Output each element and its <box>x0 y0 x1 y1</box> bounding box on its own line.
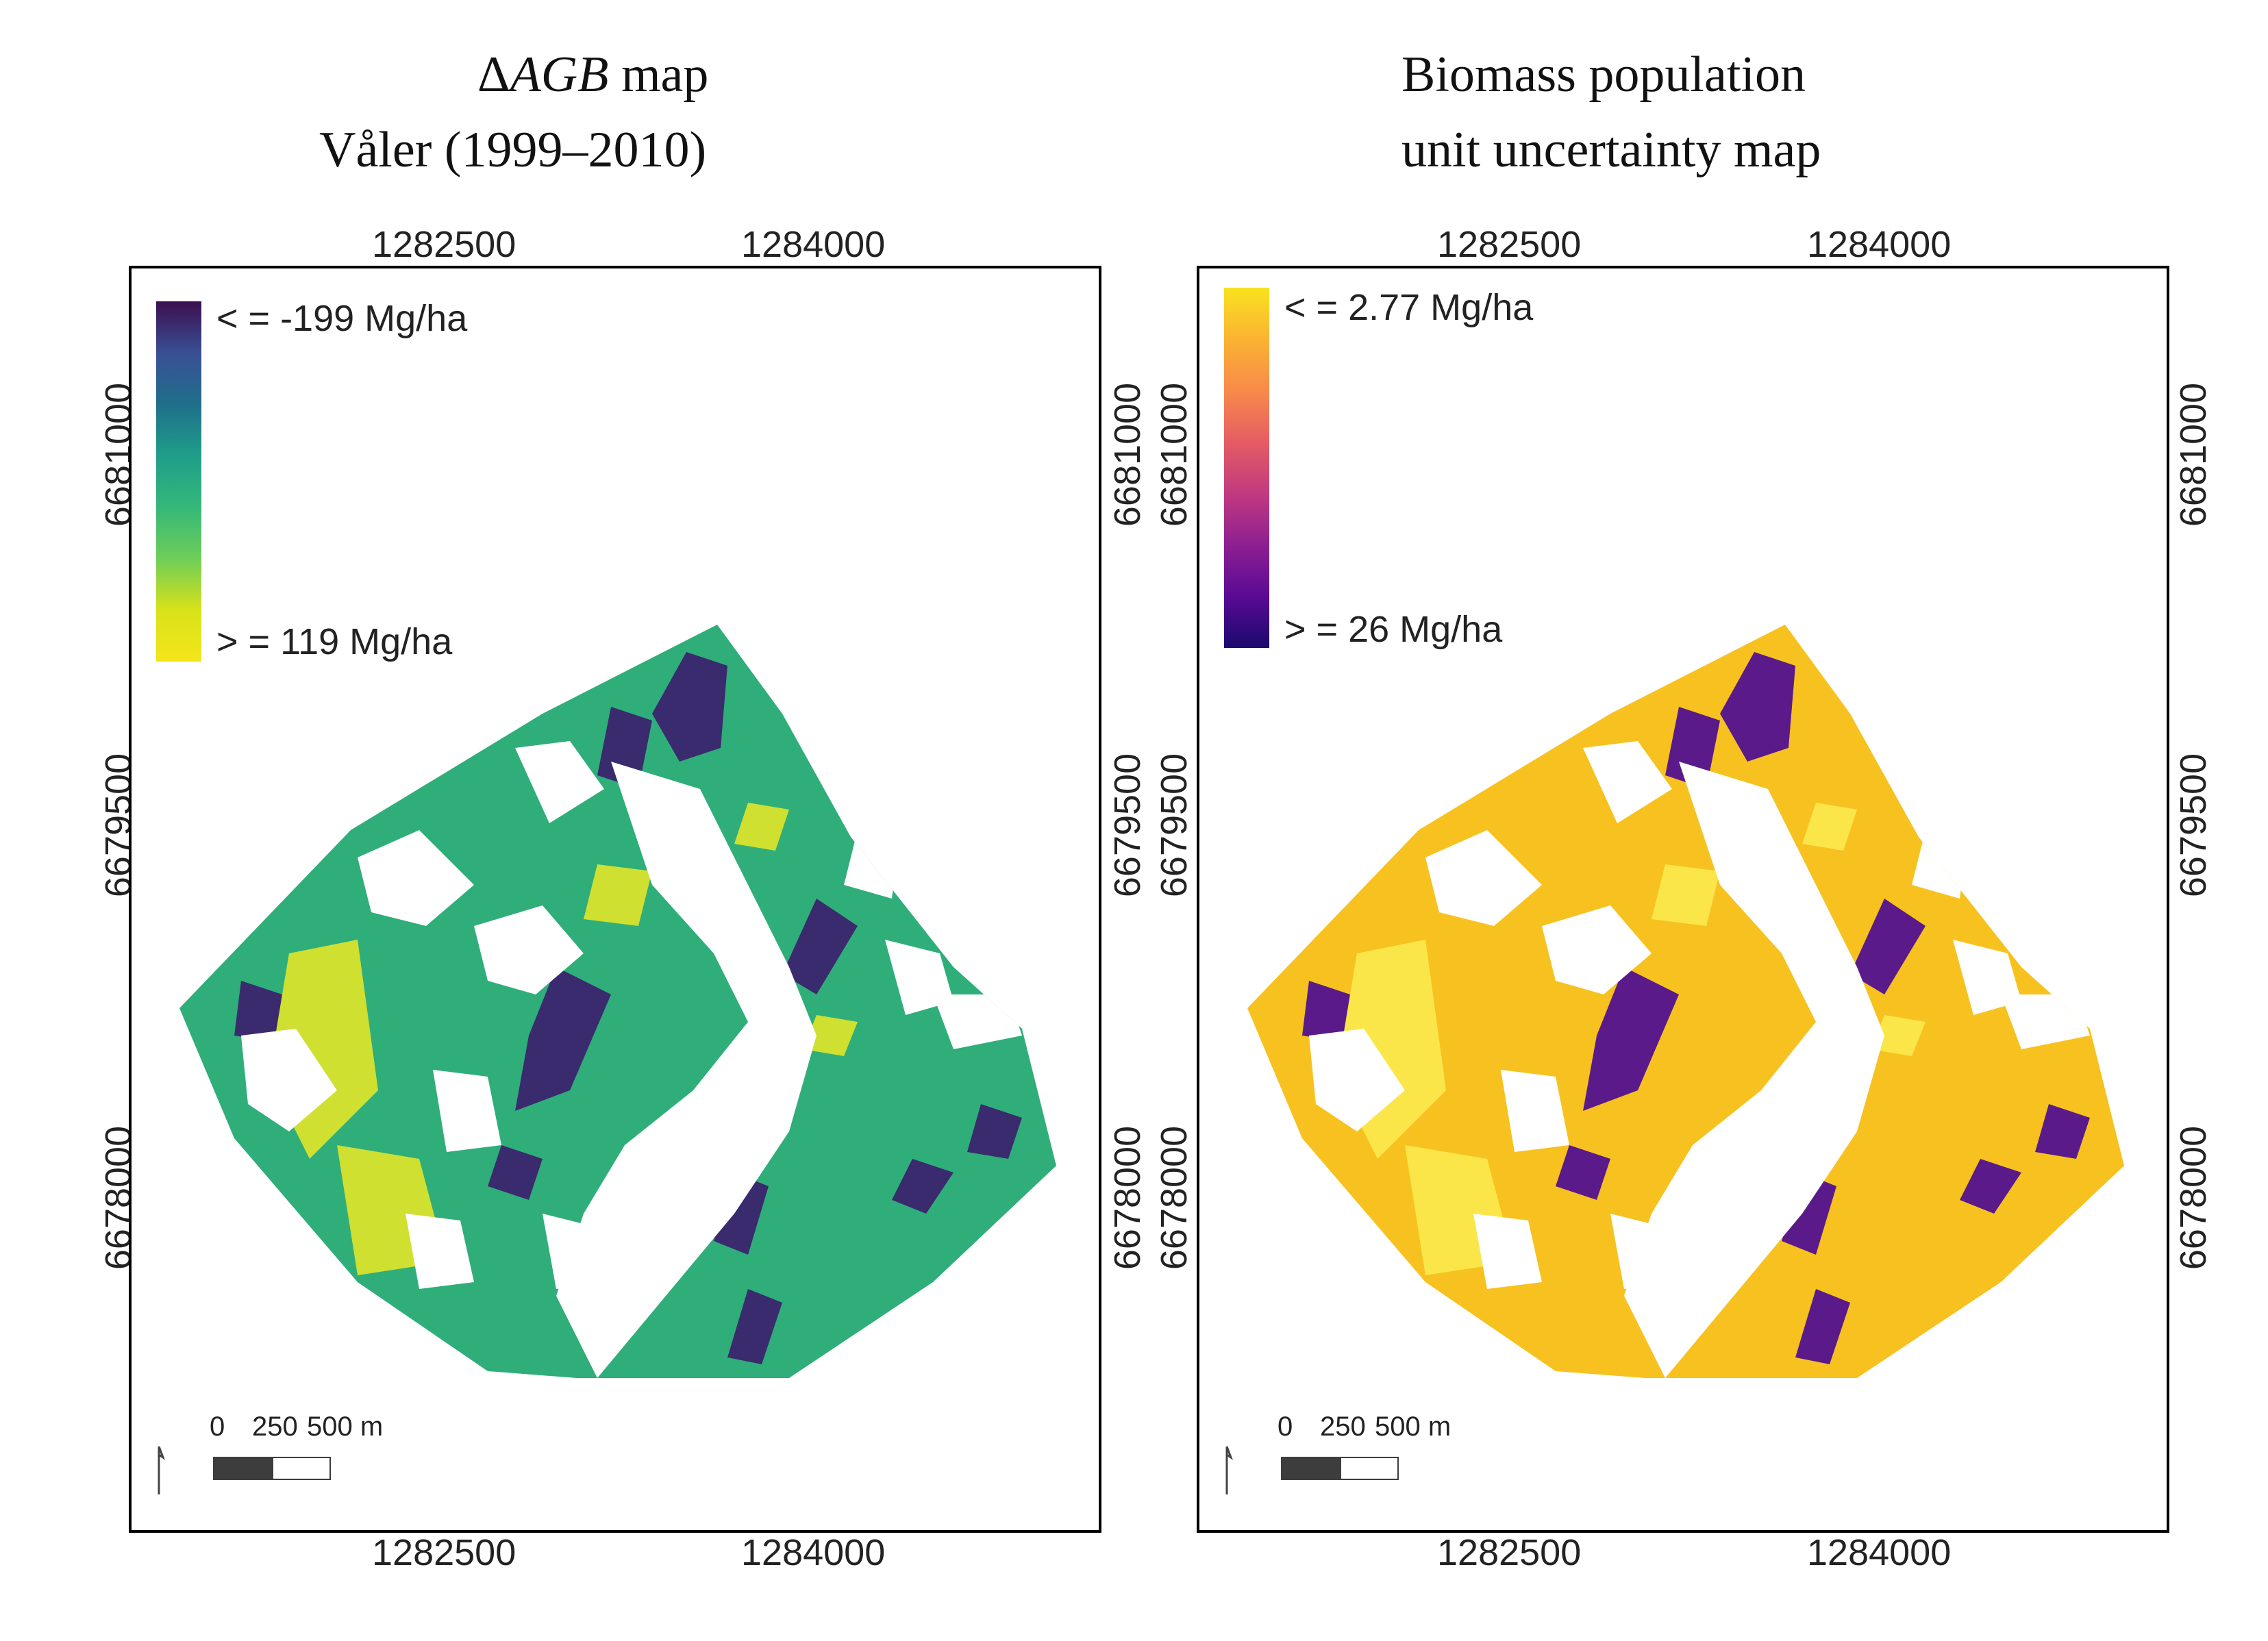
uncertainty-raster <box>1247 625 2124 1378</box>
left-bottom-xtick-1: 1282500 <box>372 1532 516 1573</box>
agb-raster <box>179 625 1056 1378</box>
uncertainty-map-panel: < = 2.77 Mg/ha > = 26 Mg/ha 0 250 500 m <box>1197 266 2169 1533</box>
scale-end: 500 m <box>1375 1412 1451 1442</box>
left-bottom-xtick-2: 1284000 <box>741 1532 886 1573</box>
right-ytick-1: 6681000 <box>2173 382 2214 527</box>
mid-right-ytick-1: 6681000 <box>1154 382 1195 527</box>
left-top-xtick-1: 1282500 <box>372 224 516 265</box>
agb-no-data-gaps <box>241 741 1022 1378</box>
agb-change-map[interactable] <box>132 268 1099 1530</box>
right-title-line1: Biomass population <box>1401 47 1806 103</box>
legend-bottom-label: > = 119 Mg/ha <box>216 621 453 662</box>
right-bottom-xtick-1: 1282500 <box>1437 1532 1582 1573</box>
right-title-line2: unit uncertainty map <box>1401 122 1821 178</box>
mid-left-ytick-2: 6679500 <box>1107 753 1148 898</box>
right-ytick-2: 6679500 <box>2173 753 2214 898</box>
scale-zero: 0 <box>210 1412 225 1442</box>
legend-bottom-label: > = 26 Mg/ha <box>1284 609 1503 650</box>
right-bottom-xtick-2: 1284000 <box>1807 1532 1952 1573</box>
legend-top-label: < = -199 Mg/ha <box>216 298 468 339</box>
uncertainty-no-data-gaps <box>1309 741 2090 1378</box>
mid-right-ytick-3: 6678000 <box>1154 1125 1195 1270</box>
high-uncertainty-patches <box>1302 652 2090 1364</box>
mid-left-ytick-1: 6681000 <box>1107 382 1148 527</box>
scale-bar <box>1281 1457 1399 1480</box>
scale-zero: 0 <box>1278 1412 1293 1442</box>
left-top-xtick-2: 1284000 <box>741 224 886 265</box>
uncertainty-map[interactable] <box>1199 268 2167 1530</box>
mid-left-ytick-3: 6678000 <box>1107 1125 1148 1270</box>
right-ytick-3: 6678000 <box>2173 1125 2214 1270</box>
north-arrow <box>158 1446 166 1494</box>
mid-right-ytick-2: 6679500 <box>1154 753 1195 898</box>
left-title-line1: ΔAGB map <box>477 49 708 100</box>
legend-colorbar <box>156 301 201 662</box>
delta-symbol: Δ <box>477 47 510 103</box>
agb-biomass-loss-patches <box>234 652 1022 1364</box>
right-top-xtick-1: 1282500 <box>1437 224 1582 265</box>
scale-mid: 250 <box>1320 1412 1366 1442</box>
legend-top-label: < = 2.77 Mg/ha <box>1284 287 1534 328</box>
scale-end: 500 m <box>307 1412 384 1442</box>
left-title-line2: Våler (1999–2010) <box>319 122 707 178</box>
scale-bar <box>213 1457 331 1480</box>
north-arrow <box>1225 1446 1234 1494</box>
map-word: map <box>608 47 709 103</box>
right-top-xtick-2: 1284000 <box>1807 224 1952 265</box>
scale-mid: 250 <box>252 1412 298 1442</box>
agb-change-map-panel: < = -199 Mg/ha > = 119 Mg/ha 0 250 500 m <box>129 266 1101 1533</box>
legend-colorbar <box>1224 288 1269 648</box>
agb-label: AGB <box>510 47 609 103</box>
